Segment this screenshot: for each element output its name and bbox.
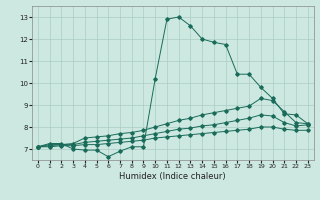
X-axis label: Humidex (Indice chaleur): Humidex (Indice chaleur) (119, 172, 226, 181)
